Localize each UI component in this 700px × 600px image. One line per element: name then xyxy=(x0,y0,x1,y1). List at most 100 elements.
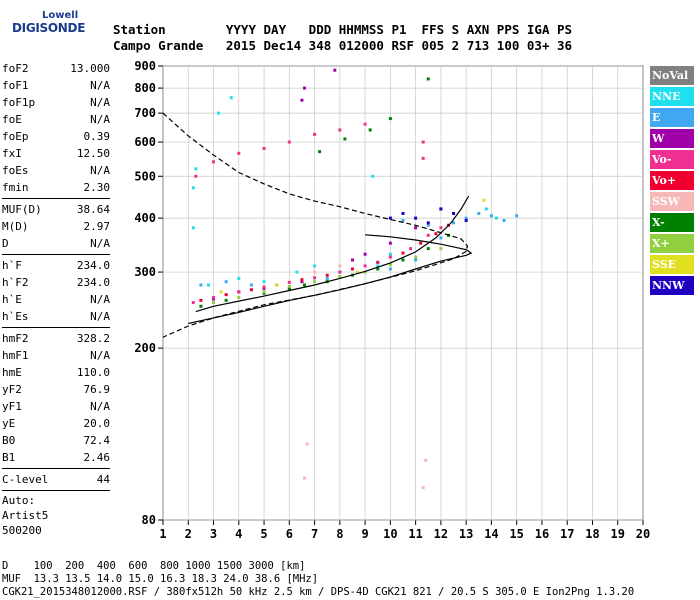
param-value: 110.0 xyxy=(76,366,110,379)
param-value: 13.000 xyxy=(70,62,110,75)
param-value: 76.9 xyxy=(83,383,111,396)
data-point-nne xyxy=(494,216,498,220)
data-point-nnw xyxy=(439,207,443,211)
data-point-nne xyxy=(295,270,299,274)
param-value: N/A xyxy=(90,310,110,323)
data-point-w xyxy=(302,86,306,90)
data-point-vo- xyxy=(313,132,317,136)
x-tick-label: 10 xyxy=(383,527,397,541)
param-divider xyxy=(2,490,110,491)
data-point-vo- xyxy=(262,146,266,150)
data-point-x- xyxy=(224,298,228,302)
param-name: fmin xyxy=(2,181,29,194)
data-point-nnw xyxy=(388,216,392,220)
logo-line2: DIGISONDE xyxy=(12,21,86,35)
data-point-e xyxy=(439,236,443,240)
data-point-nne xyxy=(237,276,241,280)
legend-item-x-: X- xyxy=(650,213,694,232)
legend-item-vo-: Vo- xyxy=(650,150,694,169)
y-tick-label: 80 xyxy=(142,513,156,527)
param-row-h-es: h`Es N/A xyxy=(2,308,110,325)
param-value: N/A xyxy=(90,349,110,362)
param-value: 38.64 xyxy=(76,203,110,216)
legend-item-nne: NNE xyxy=(650,87,694,106)
curve-muf xyxy=(162,112,469,338)
legend-item-sse: SSE xyxy=(650,255,694,274)
data-point-x- xyxy=(287,286,291,290)
legend: NoVal NNE E W Vo- Vo+ SSW X- X+ SSE NNW xyxy=(650,66,694,297)
param-divider xyxy=(2,198,110,199)
data-point-x- xyxy=(302,283,306,287)
param-value: 234.0 xyxy=(76,259,110,272)
param-value: 44 xyxy=(96,473,110,486)
data-point-nnw xyxy=(426,221,430,225)
param-row-yf2: yF2 76.9 xyxy=(2,381,110,398)
data-point-e xyxy=(502,218,506,222)
param-row-h-f2: h`F2 234.0 xyxy=(2,274,110,291)
data-point-x- xyxy=(318,150,322,154)
data-point-vo- xyxy=(434,232,438,236)
data-point-e xyxy=(388,267,392,271)
data-point-x- xyxy=(439,247,443,251)
data-point-vo- xyxy=(401,251,405,255)
data-point-vo- xyxy=(426,233,430,237)
param-value: 20.0 xyxy=(83,417,111,430)
param-value: N/A xyxy=(90,113,110,126)
param-divider xyxy=(2,327,110,328)
x-tick-label: 9 xyxy=(361,527,368,541)
data-point-ssw xyxy=(302,476,306,480)
legend-item-w: W xyxy=(650,129,694,148)
footer: D 100 200 400 600 800 1000 1500 3000 [km… xyxy=(2,560,634,599)
data-point-ssw xyxy=(424,458,428,462)
param-name: h`E xyxy=(2,293,22,306)
data-point-nnw xyxy=(401,211,405,215)
data-point-nne xyxy=(217,111,221,115)
param-row-yf1: yF1 N/A xyxy=(2,398,110,415)
param-name: foE xyxy=(2,113,22,126)
data-point-vo- xyxy=(363,264,367,268)
legend-item-noval: NoVal xyxy=(650,66,694,85)
digisonde-logo: Lowell DIGISONDE xyxy=(12,10,85,40)
data-point-sse xyxy=(356,270,360,274)
param-name: hmF2 xyxy=(2,332,29,345)
data-point-nne xyxy=(376,264,380,268)
param-row-hme: hmE 110.0 xyxy=(2,364,110,381)
param-row-fxi: fxI 12.50 xyxy=(2,145,110,162)
param-value: N/A xyxy=(90,237,110,250)
legend-item-nnw: NNW xyxy=(650,276,694,295)
param-row-foe: foE N/A xyxy=(2,111,110,128)
x-tick-label: 17 xyxy=(560,527,574,541)
data-point-nnw xyxy=(452,211,456,215)
data-point-nne xyxy=(371,174,375,178)
param-row-fof1: foF1 N/A xyxy=(2,77,110,94)
data-point-vo- xyxy=(409,247,413,251)
legend-item-vo-: Vo+ xyxy=(650,171,694,190)
data-point-nne xyxy=(206,283,210,287)
param-name: C-level xyxy=(2,473,49,486)
data-point-x- xyxy=(414,255,418,259)
y-tick-label: 200 xyxy=(134,341,156,355)
param-value: 2.46 xyxy=(83,451,111,464)
data-point-x- xyxy=(388,117,392,121)
param-value: 2.30 xyxy=(83,181,111,194)
data-point-x- xyxy=(363,270,367,274)
parameter-panel: foF2 13.000 foF1 N/A foF1p N/A foE N/A foEp 0.39 f… xyxy=(2,60,110,538)
x-tick-label: 11 xyxy=(408,527,422,541)
data-point-vo- xyxy=(224,293,228,297)
plot-frame xyxy=(162,65,644,521)
data-point-vo- xyxy=(287,280,291,284)
data-point-ssw xyxy=(421,486,425,490)
data-point-e xyxy=(325,276,329,280)
data-point-e xyxy=(401,218,405,222)
data-point-e xyxy=(199,283,203,287)
data-point-w xyxy=(300,98,304,102)
station-header: Station YYYY DAY DDD HHMMSS P1 FFS S AXN… xyxy=(113,22,572,54)
data-point-e xyxy=(224,280,228,284)
param-value: N/A xyxy=(90,293,110,306)
param-name: B1 xyxy=(2,451,16,464)
param-row-muf-d-: MUF(D) 38.64 xyxy=(2,201,110,218)
data-point-e xyxy=(489,214,493,218)
legend-item-e: E xyxy=(650,108,694,127)
data-point-vo- xyxy=(262,285,266,289)
data-point-vo- xyxy=(363,122,367,126)
